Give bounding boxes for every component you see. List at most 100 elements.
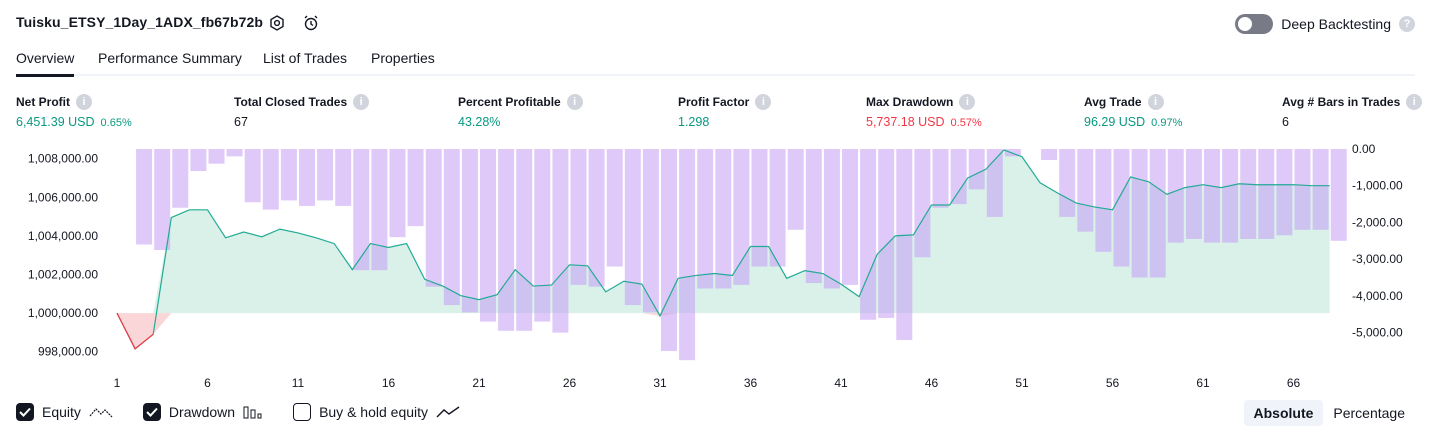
drawdown-bar [461,149,478,313]
drawdown-bar [1204,149,1220,243]
x-tick-label: 56 [1106,376,1120,390]
drawdown-bar [805,149,822,284]
drawdown-bar [1222,149,1239,243]
equity-drawdown-chart: 1,008,000.00 1,006,000.00 1,004,000.00 1,00… [28,142,1403,390]
info-icon[interactable]: i [1147,94,1164,110]
percentage-button[interactable]: Percentage [1333,405,1405,421]
metric-total-closed-trades: Total Closed Trades i 67 [234,94,370,129]
y-right-tick-label: -5,000.00 [1352,326,1403,340]
drawdown-bar [516,149,533,331]
y-right-tick-label: 0.00 [1352,142,1376,156]
drawdown-bar [190,149,207,172]
legend-equity[interactable]: Equity [16,403,113,421]
y-left-tick-label: 1,004,000.00 [28,229,98,243]
drawdown-bar [1113,149,1130,267]
drawdown-bar [443,149,460,306]
scale-mode-toggle: Absolute Percentage [1243,400,1416,426]
drawdown-bar [280,149,297,201]
drawdown-bar [787,149,804,230]
metric-value: 67 [234,115,248,129]
x-tick-label: 6 [204,376,211,390]
drawdown-bar [1041,149,1058,161]
info-icon[interactable]: i [755,94,772,110]
drawdown-bar [570,149,587,285]
metric-label: Net Profit [16,95,70,109]
drawdown-bar [733,149,750,285]
drawdown-bar [823,149,840,289]
equity-checkbox[interactable] [16,403,34,421]
y-left-tick-label: 998,000.00 [38,345,98,359]
tab-properties[interactable]: Properties [371,50,435,66]
drawdown-bar [1149,149,1166,278]
info-icon[interactable]: i [959,94,976,110]
metric-max-drawdown: Max Drawdown i 5,737.18 USD 0.57% [866,94,982,129]
drawdown-bar [878,149,895,318]
x-tick-label: 31 [653,376,667,390]
tab-performance-summary[interactable]: Performance Summary [98,50,242,66]
drawdown-bars-icon [243,406,262,419]
help-icon[interactable]: ? [1399,16,1415,32]
drawdown-bar [498,149,515,331]
y-left-tick-label: 1,008,000.00 [28,152,98,166]
drawdown-bar [624,149,641,306]
legend-buy-hold[interactable]: Buy & hold equity [293,403,460,421]
x-tick-label: 61 [1196,376,1210,390]
tab-list-of-trades[interactable]: List of Trades [263,50,348,66]
drawdown-bar [1095,149,1112,252]
info-icon[interactable]: i [76,94,92,110]
y-right-tick-label: -1,000.00 [1352,179,1403,193]
alarm-clock-icon[interactable] [300,12,322,34]
equity-area-positive [117,149,1330,314]
settings-gear-icon[interactable] [266,12,288,34]
metric-value: 43.28% [458,115,501,129]
y-right-tick-label: -2,000.00 [1352,215,1403,229]
drawdown-bar [154,149,171,250]
info-icon[interactable]: i [566,94,583,110]
drawdown-bar [136,149,153,245]
x-tick-label: 66 [1287,376,1301,390]
equity-line-icon [89,408,113,418]
metric-avg-bars: Avg # Bars in Trades i 6 [1282,94,1423,129]
drawdown-bar [1059,149,1076,217]
info-icon[interactable]: i [1406,94,1423,110]
info-icon[interactable]: i [353,94,370,110]
deep-backtesting-toggle[interactable] [1235,14,1274,34]
x-tick-label: 16 [382,376,396,390]
equity-line-negative [116,312,154,350]
chart-legend: Equity Drawdown Buy & hold equity [16,403,490,421]
deep-backtesting-label: Deep Backtesting [1281,16,1391,32]
legend-drawdown[interactable]: Drawdown [142,403,263,421]
buy-hold-checkbox[interactable] [293,403,312,421]
y-right-tick-label: -3,000.00 [1352,252,1403,266]
drawdown-checkbox[interactable] [142,403,161,421]
metric-percent: 0.97% [1151,117,1183,129]
drawdown-bar [1330,149,1347,241]
metric-value: 6 [1282,115,1289,129]
drawdown-bar [262,149,279,210]
tab-overview[interactable]: Overview [16,50,75,77]
drawdown-bar [642,149,659,313]
drawdown-bar [588,149,605,287]
y-left-tick-label: 1,002,000.00 [28,267,98,281]
drawdown-bar [1276,149,1293,236]
buy-hold-line-icon [436,406,460,418]
strategy-title: Tuisku_ETSY_1Day_1ADX_fb67b72b [16,14,264,30]
absolute-button[interactable]: Absolute [1243,400,1324,426]
drawdown-bar [860,149,877,320]
metric-net-profit: Net Profit i 6,451.39 USD 0.65% [16,94,132,129]
metric-label: Avg # Bars in Trades [1282,95,1401,109]
drawdown-bar [552,149,569,333]
drawdown-bar [679,149,696,361]
metric-label: Avg Trade [1084,95,1142,109]
metric-percent: 0.65% [100,117,132,129]
metric-value: 1.298 [678,115,710,129]
drawdown-bar [208,149,225,164]
drawdown-bar [480,149,496,322]
drawdown-bar [1294,149,1311,230]
drawdown-bar [661,149,677,351]
drawdown-bar [769,149,786,267]
drawdown-bar [842,149,858,285]
drawdown-bar [715,149,732,289]
x-tick-label: 1 [114,376,121,390]
drawdown-bar [1004,149,1021,157]
